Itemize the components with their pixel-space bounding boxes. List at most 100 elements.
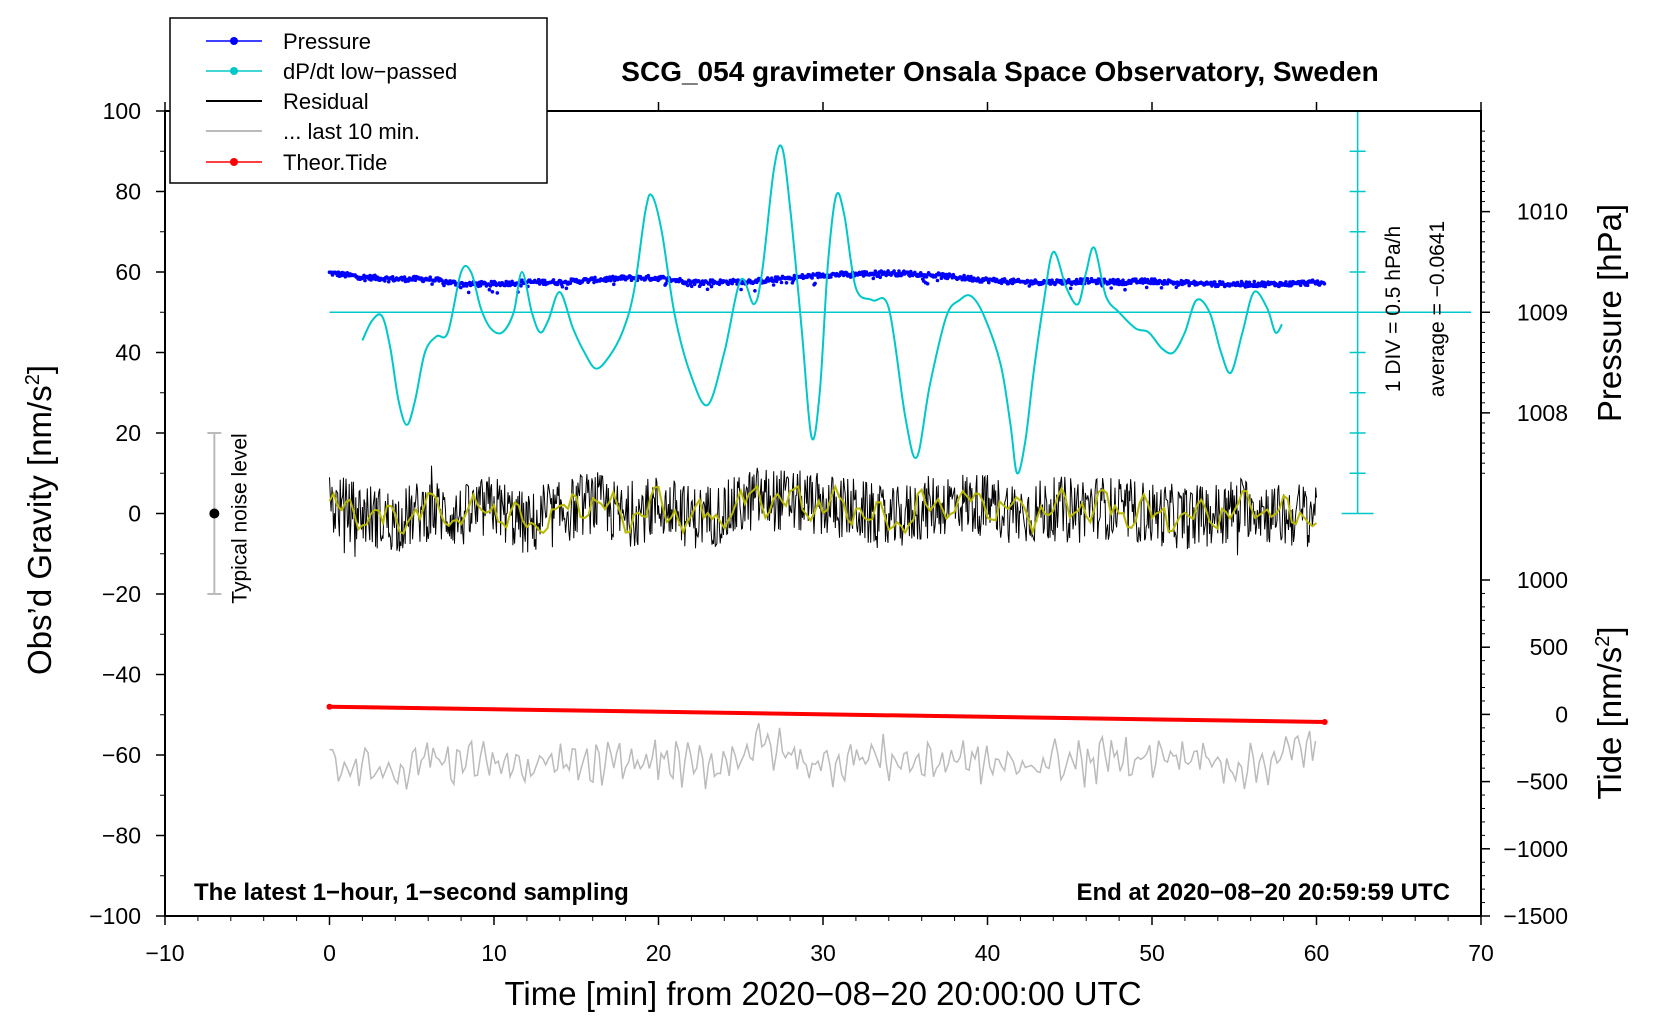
series-residual-smoothed-line (328, 483, 1318, 536)
pressure-point (871, 276, 876, 281)
pressure-point (488, 284, 493, 288)
y-axis-title-tide: Tide [nm/s2] (1591, 626, 1628, 799)
noise-level-label: Typical noise level (228, 433, 251, 603)
pressure-point (662, 275, 666, 280)
x-tick-label: 0 (323, 940, 336, 966)
pressure-point (593, 275, 597, 280)
pressure-point (490, 290, 495, 294)
pressure-point (1252, 279, 1257, 284)
pressure-point (495, 291, 500, 295)
pressure-point (878, 275, 882, 280)
pressure-point (769, 276, 774, 281)
pressure-point (1235, 280, 1240, 285)
tide-point (326, 703, 333, 710)
legend-label-last10: ... last 10 min. (283, 119, 420, 144)
pressure-point (568, 281, 573, 286)
pressure-point (1145, 277, 1150, 282)
pressure-point (686, 283, 690, 288)
pressure-point (1151, 281, 1156, 286)
series-last-10-min-line (329, 722, 1317, 790)
pressure-point (813, 281, 817, 286)
y-axis-title-tide-close: ] (1591, 626, 1628, 635)
pressure-point (705, 287, 710, 292)
pressure-point (696, 279, 701, 283)
y-tick-label: −40 (102, 662, 141, 688)
legend-marker-dpdt (230, 67, 238, 75)
pressure-point (1301, 279, 1306, 284)
pressure-point (739, 287, 743, 292)
pressure-point (369, 278, 373, 282)
pressure-point (1305, 283, 1310, 288)
x-tick-label: 40 (975, 940, 1001, 966)
pressure-point (1121, 278, 1125, 283)
pressure-point (791, 278, 796, 283)
pressure-point (753, 289, 757, 293)
x-tick-label: 20 (646, 940, 672, 966)
y-tick-label: 60 (115, 259, 141, 285)
y-axis-title-gravity-close: ] (21, 365, 58, 374)
pressure-point (342, 271, 347, 276)
pressure-point (558, 279, 563, 283)
pressure-point (520, 278, 524, 283)
legend-label-residual: Residual (283, 89, 369, 114)
pressure-point (1059, 278, 1063, 283)
pressure-point (1093, 278, 1098, 283)
pressure-point (1068, 286, 1073, 291)
pressure-point (1126, 281, 1130, 286)
legend-label-dpdt: dP/dt low−passed (283, 59, 457, 84)
dpdt-scale-axis (329, 110, 1471, 515)
pressure-point (612, 282, 616, 287)
pressure-point (410, 278, 415, 282)
pressure-point (1277, 284, 1281, 289)
pressure-point (542, 278, 547, 283)
pressure-point (717, 282, 722, 287)
pressure-point (1298, 283, 1303, 288)
pressure-point (892, 269, 896, 273)
pressure-point (453, 280, 457, 284)
pressure-point (1089, 276, 1094, 281)
pressure-point (909, 269, 913, 274)
pressure-point (774, 279, 779, 284)
pressure-point (1244, 280, 1249, 284)
y-tick-label: 40 (115, 340, 141, 366)
legend: Pressure dP/dt low−passed Residual ... l… (169, 17, 548, 184)
plot-frame (164, 110, 1482, 917)
pressure-tick-label: 1010 (1517, 199, 1568, 225)
pressure-point (966, 274, 970, 279)
legend-item-last10: ... last 10 min. (206, 119, 420, 144)
note-sampling: The latest 1−hour, 1−second sampling (194, 879, 629, 906)
pressure-tick-label: 1008 (1517, 400, 1568, 426)
tide-tick-label: 500 (1530, 634, 1568, 660)
pressure-point (784, 281, 789, 285)
pressure-point (1148, 281, 1153, 286)
pressure-point (664, 281, 668, 286)
pressure-point (363, 278, 367, 283)
pressure-point (939, 276, 944, 281)
pressure-point (1002, 277, 1007, 281)
pressure-point (1123, 287, 1127, 292)
pressure-point (1074, 277, 1079, 282)
series-residual-line (329, 465, 1317, 557)
pressure-point (810, 276, 814, 280)
pressure-point (962, 273, 966, 278)
x-tick-label: 70 (1468, 940, 1494, 966)
y-tick-label: 20 (115, 420, 141, 446)
tide-tick-label: 1000 (1517, 567, 1568, 593)
pressure-point (969, 274, 973, 279)
pressure-point (551, 278, 556, 282)
noise-bar-center (209, 508, 220, 519)
y-tick-label: −80 (102, 823, 141, 849)
pressure-point (1109, 286, 1113, 290)
pressure-point (816, 275, 820, 280)
pressure-point (510, 279, 514, 284)
pressure-point (884, 273, 888, 278)
pressure-point (430, 282, 434, 286)
y-tick-label: 0 (128, 501, 141, 527)
note-end-time: End at 2020−08−20 20:59:59 UTC (1076, 879, 1450, 906)
y-axis-title-pressure: Pressure [hPa] (1591, 204, 1628, 422)
pressure-point (765, 276, 770, 280)
noise-level-bar (207, 432, 222, 595)
pressure-point (1138, 280, 1142, 285)
pressure-point (707, 282, 712, 286)
